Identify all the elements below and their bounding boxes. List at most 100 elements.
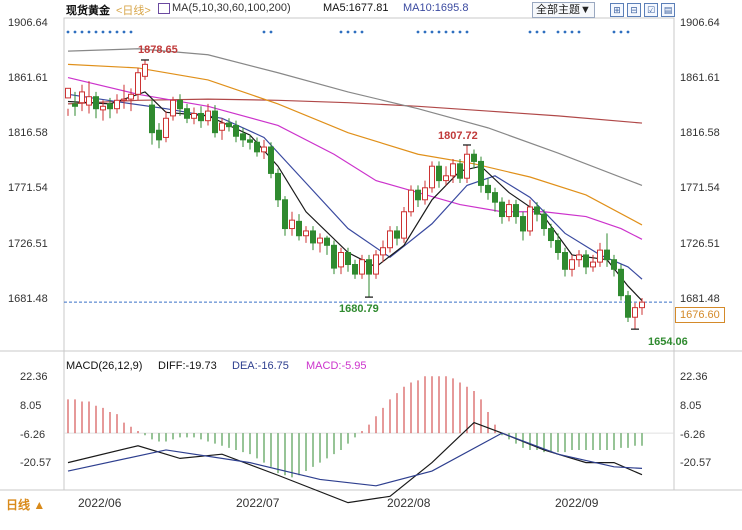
ma10-value: MA10:1695.8	[403, 2, 469, 14]
price-tick-right-1: 1861.61	[680, 72, 720, 84]
candle-body	[541, 213, 547, 230]
last-price-tag: 1676.60	[675, 307, 725, 323]
candle-body	[233, 124, 239, 137]
signal-dot	[444, 30, 448, 34]
period-link[interactable]: <日线>	[116, 5, 151, 17]
signal-dot	[556, 30, 560, 34]
candle-body	[380, 247, 386, 256]
candle-body	[198, 112, 204, 122]
candle-body	[121, 98, 127, 101]
candle-body	[576, 254, 582, 261]
candle-body	[107, 103, 113, 110]
ma-params-label: MA(5,10,30,60,100,200)	[172, 2, 291, 14]
candle-body	[324, 237, 330, 246]
signal-dot	[87, 30, 91, 34]
candle-body	[219, 122, 225, 131]
candle-body	[387, 230, 393, 249]
macd-tick-left-0: 22.36	[20, 371, 48, 383]
candle-body	[422, 187, 428, 201]
signal-dot	[423, 30, 427, 34]
price-tick-right-5: 1681.48	[680, 293, 720, 305]
high-label-1: 1878.65	[138, 44, 178, 56]
candle-body	[639, 301, 645, 309]
candle-body	[275, 172, 281, 201]
ma200-line	[67, 98, 643, 124]
candle-body	[513, 204, 519, 218]
signal-dot	[430, 30, 434, 34]
signal-dot	[129, 30, 133, 34]
x-label-3: 2022/09	[555, 496, 599, 510]
candle-body	[268, 146, 274, 174]
candle-body	[366, 259, 372, 275]
price-tick-left-3: 1771.54	[8, 182, 48, 194]
candle-body	[534, 206, 540, 215]
signal-dot	[101, 30, 105, 34]
candle-body	[394, 230, 400, 239]
x-label-1: 2022/07	[236, 496, 280, 510]
signal-dot	[542, 30, 546, 34]
candle-body	[135, 72, 141, 95]
candle-body	[177, 99, 183, 110]
x-label-2: 2022/08	[387, 496, 431, 510]
signal-dot	[360, 30, 364, 34]
signal-dot	[458, 30, 462, 34]
candle-body	[597, 249, 603, 263]
theme-select-button[interactable]: 全部主题▼	[532, 2, 595, 18]
signal-dot	[262, 30, 266, 34]
period-toggle-button[interactable]: 日线 ▲	[6, 498, 46, 512]
grid-icon[interactable]: ▤	[661, 3, 675, 17]
ma-settings-icon[interactable]	[158, 3, 170, 14]
candle-body	[625, 295, 631, 318]
ma100-line	[67, 48, 643, 186]
signal-dot	[619, 30, 623, 34]
candle-body	[128, 93, 134, 100]
candle-body	[548, 228, 554, 242]
candle-body	[520, 216, 526, 232]
candle-body	[632, 307, 638, 318]
candle-body	[485, 184, 491, 194]
candle-body	[317, 237, 323, 244]
macd-tick-right-1: 8.05	[680, 400, 702, 412]
fullscreen-icon[interactable]: ⊞	[610, 3, 624, 17]
settings-icon[interactable]: ☑	[644, 3, 658, 17]
candle-body	[142, 63, 148, 77]
zoom-icon[interactable]: ⊟	[627, 3, 641, 17]
ma30-line	[67, 76, 643, 240]
signal-dot	[577, 30, 581, 34]
price-tick-left-4: 1726.51	[8, 238, 48, 250]
candle-body	[163, 117, 169, 138]
candle-body	[590, 261, 596, 268]
price-tick-left-0: 1906.64	[8, 17, 48, 29]
candle-body	[506, 204, 512, 218]
candle-body	[618, 268, 624, 297]
plot-frame	[63, 17, 675, 491]
candle-body	[562, 252, 568, 270]
signal-dot	[339, 30, 343, 34]
price-tick-right-0: 1906.64	[680, 17, 720, 29]
candle-body	[401, 211, 407, 239]
candle-body	[443, 175, 449, 182]
price-tick-left-5: 1681.48	[8, 293, 48, 305]
candle-body	[254, 141, 260, 153]
high-label-2: 1807.72	[438, 130, 478, 142]
candle-body	[212, 110, 218, 134]
signal-dot	[563, 30, 567, 34]
low-label-1: 1680.79	[339, 303, 379, 315]
price-tick-right-2: 1816.58	[680, 127, 720, 139]
price-tick-right-4: 1726.51	[680, 238, 720, 250]
candle-body	[261, 146, 267, 153]
signal-dot	[528, 30, 532, 34]
candle-body	[583, 254, 589, 268]
symbol-title: 现货黄金	[66, 5, 110, 17]
candle-body	[415, 189, 421, 201]
candle-body	[184, 108, 190, 119]
candle-body	[170, 99, 176, 117]
ma60-line	[67, 63, 643, 226]
candle-body	[471, 153, 477, 162]
candle-body	[464, 153, 470, 179]
signal-dot	[535, 30, 539, 34]
signal-dot	[122, 30, 126, 34]
candle-body	[79, 91, 85, 104]
candle-body	[604, 249, 610, 261]
